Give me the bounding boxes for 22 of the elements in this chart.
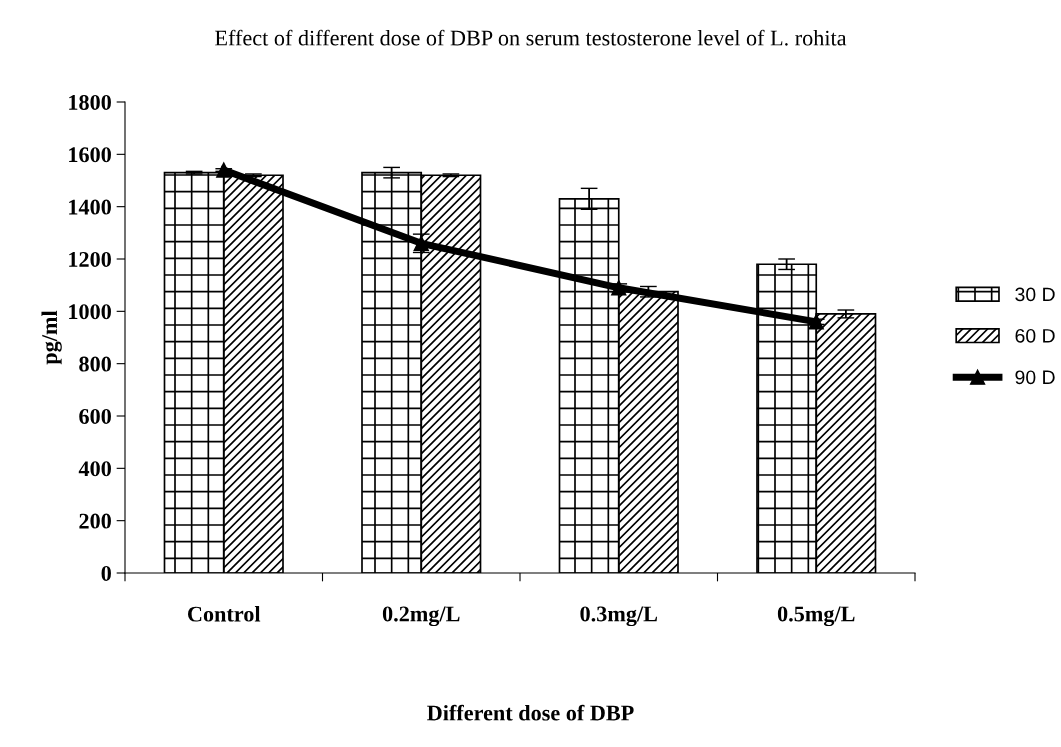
x-tick-label: 0.2mg/L (382, 606, 460, 627)
chart-title: Effect of different dose of DBP on serum testosterone level of L. rohita (215, 29, 847, 46)
x-tick-label: 0.3mg/L (580, 606, 658, 627)
legend-label: 90 D (1015, 370, 1055, 385)
point (216, 162, 232, 178)
y-tick-label: 1000 (69, 304, 111, 320)
y-tick-label: 0 (101, 565, 111, 581)
y-tick-label: 400 (78, 461, 111, 477)
x-axis-title: Different dose of DBP (427, 704, 634, 721)
y-tick-label: 1200 (69, 251, 111, 267)
legend-label: 60 D (1015, 328, 1055, 343)
y-tick-label: 1400 (69, 199, 111, 215)
y-axis-title: pg/ml (41, 310, 62, 365)
y-tick-label: 1800 (69, 94, 111, 110)
y-tick-label: 800 (79, 356, 111, 372)
x-tick-label: Control (188, 605, 261, 622)
y-tick-label: 1600 (69, 147, 111, 163)
y-tick-label: 600 (79, 408, 111, 424)
point (808, 314, 824, 330)
legend-label: 30 D (1015, 287, 1055, 302)
x-tick-label: 0.5mg/L (777, 606, 855, 627)
y-tick-label: 200 (79, 513, 111, 529)
